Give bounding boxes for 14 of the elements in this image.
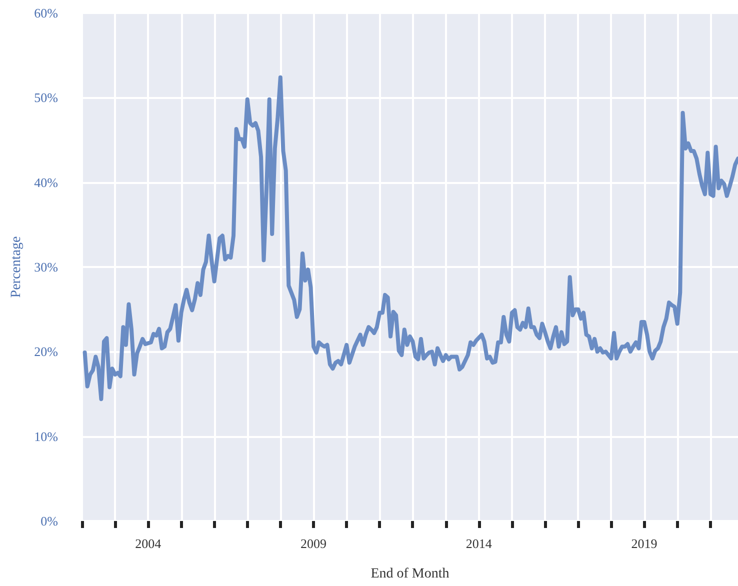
y-tick-label: 40%: [34, 174, 58, 190]
y-tick-label: 30%: [34, 260, 58, 274]
y-tick-label: 10%: [34, 428, 58, 444]
line-series: [82, 75, 738, 402]
y-tick-label: 20%: [34, 344, 58, 360]
x-tick-label: 2009: [300, 536, 327, 551]
y-tick-label: 60%: [34, 6, 58, 20]
x-tick-label: 2014: [466, 536, 492, 551]
x-tick-label: 2019: [631, 536, 658, 551]
x-axis-title: End of Month: [370, 566, 450, 582]
y-tick-label: 0%: [40, 514, 58, 528]
y-axis-title: Percentage: [8, 236, 24, 298]
y-tick-label: 50%: [34, 90, 58, 106]
x-tick-label: 2004: [135, 536, 162, 551]
